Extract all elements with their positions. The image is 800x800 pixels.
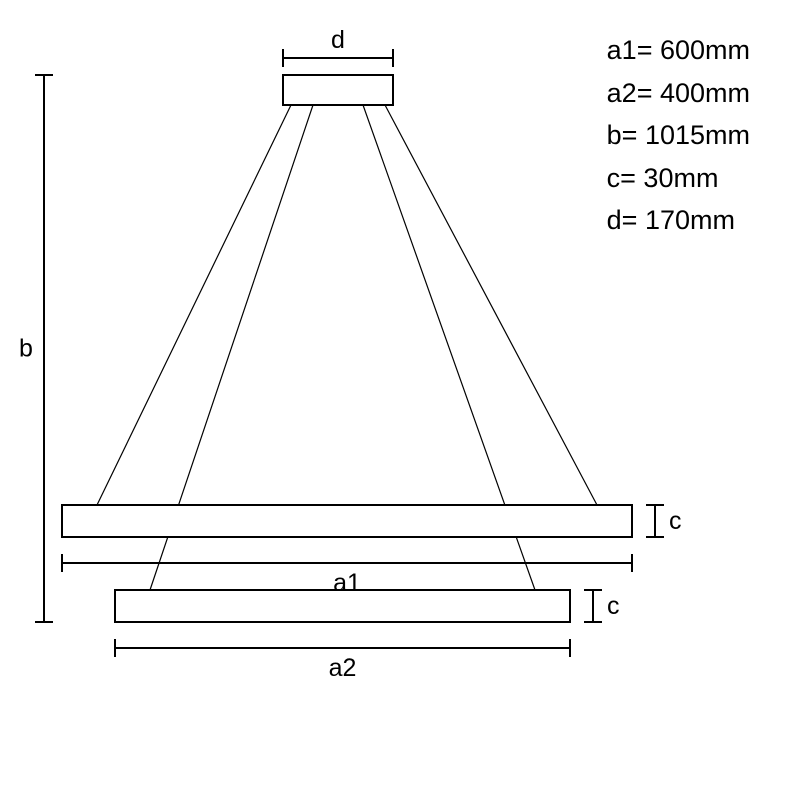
legend-b: b= 1015mm: [607, 115, 750, 156]
legend-a2: a2= 400mm: [607, 73, 750, 114]
dim-label-b: b: [19, 335, 33, 363]
dim-label-a1: a1: [333, 569, 361, 597]
legend-d: d= 170mm: [607, 200, 750, 241]
dim-label-c-lower: c: [607, 592, 620, 620]
canopy: [283, 75, 393, 105]
ring-upper: [62, 505, 632, 537]
dim-label-a2: a2: [329, 654, 357, 682]
legend-box: a1= 600mm a2= 400mm b= 1015mm c= 30mm d=…: [607, 30, 750, 243]
wire-outer-left: [97, 105, 291, 505]
dim-label-c-upper: c: [669, 507, 682, 535]
wire-outer-right: [385, 105, 597, 505]
dim-label-d: d: [331, 26, 345, 54]
legend-c: c= 30mm: [607, 158, 750, 199]
legend-a1: a1= 600mm: [607, 30, 750, 71]
